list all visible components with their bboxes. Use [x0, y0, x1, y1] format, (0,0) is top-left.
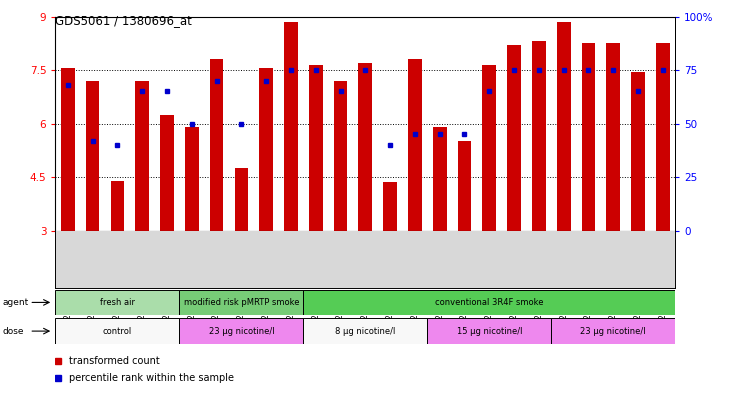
- Text: fresh air: fresh air: [100, 298, 135, 307]
- Text: 8 µg nicotine/l: 8 µg nicotine/l: [335, 327, 396, 336]
- Bar: [458, 141, 472, 231]
- Bar: [61, 68, 75, 231]
- Text: percentile rank within the sample: percentile rank within the sample: [69, 373, 234, 384]
- Bar: [483, 65, 496, 231]
- Text: dose: dose: [2, 327, 24, 336]
- Bar: [210, 59, 224, 231]
- Bar: [433, 127, 446, 231]
- Bar: [179, 318, 303, 344]
- Bar: [86, 81, 100, 231]
- Text: 23 µg nicotine/l: 23 µg nicotine/l: [209, 327, 274, 336]
- Bar: [557, 22, 570, 231]
- Text: 15 µg nicotine/l: 15 µg nicotine/l: [457, 327, 522, 336]
- Bar: [111, 181, 124, 231]
- Bar: [309, 65, 323, 231]
- Bar: [532, 42, 545, 231]
- Bar: [408, 59, 421, 231]
- Bar: [507, 45, 521, 231]
- Text: transformed count: transformed count: [69, 356, 159, 366]
- Text: agent: agent: [2, 298, 29, 307]
- Bar: [607, 43, 620, 231]
- Text: conventional 3R4F smoke: conventional 3R4F smoke: [435, 298, 544, 307]
- Text: control: control: [103, 327, 132, 336]
- Text: modified risk pMRTP smoke: modified risk pMRTP smoke: [184, 298, 299, 307]
- Text: 23 µg nicotine/l: 23 µg nicotine/l: [581, 327, 646, 336]
- Bar: [303, 318, 427, 344]
- Bar: [303, 290, 675, 315]
- Bar: [55, 318, 179, 344]
- Bar: [582, 43, 596, 231]
- Bar: [235, 168, 248, 231]
- Bar: [55, 290, 179, 315]
- Bar: [551, 318, 675, 344]
- Bar: [334, 81, 348, 231]
- Bar: [135, 81, 149, 231]
- Bar: [427, 318, 551, 344]
- Bar: [160, 115, 173, 231]
- Bar: [383, 182, 397, 231]
- Bar: [359, 63, 372, 231]
- Bar: [631, 72, 645, 231]
- Bar: [179, 290, 303, 315]
- Bar: [284, 22, 297, 231]
- Bar: [185, 127, 199, 231]
- Bar: [259, 68, 273, 231]
- Text: GDS5061 / 1380696_at: GDS5061 / 1380696_at: [55, 14, 192, 27]
- Bar: [656, 43, 669, 231]
